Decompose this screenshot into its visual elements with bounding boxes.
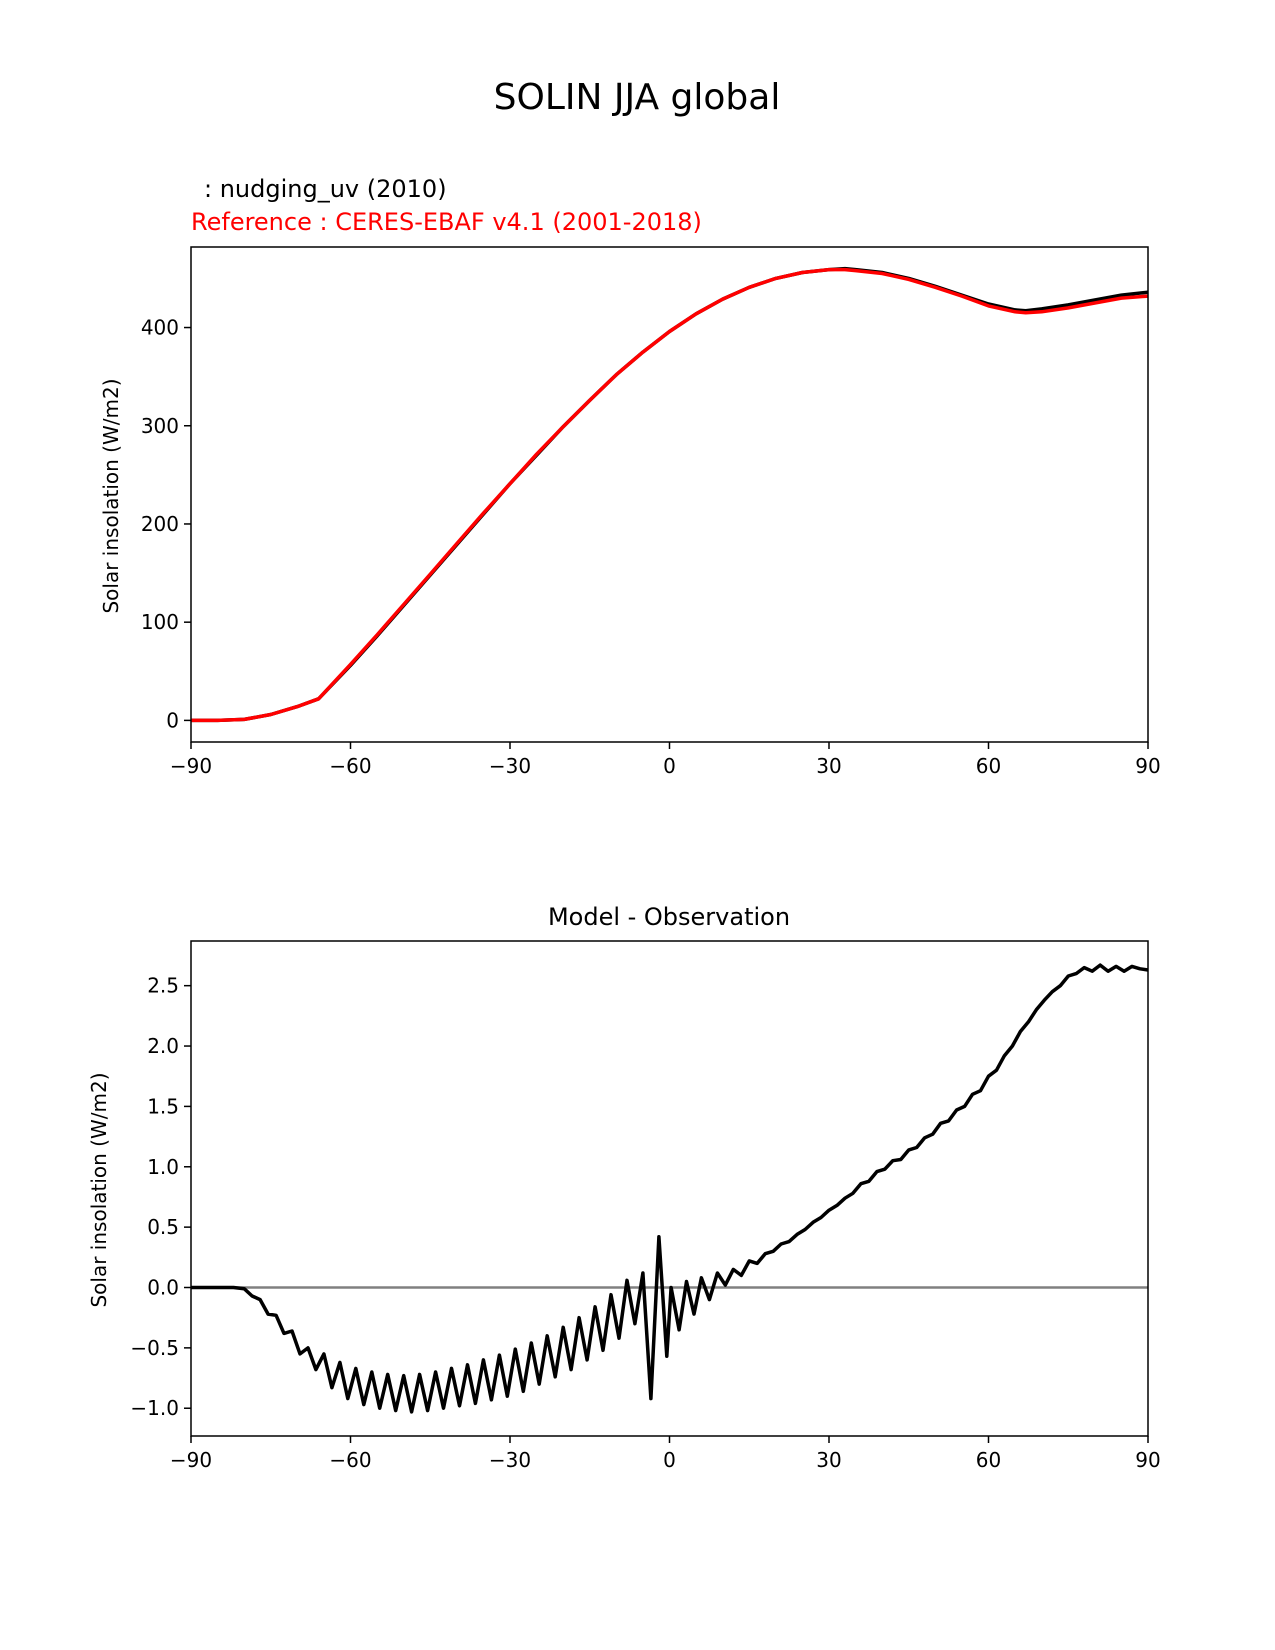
bottom-ytick-label: 2.0 (147, 1034, 179, 1058)
top-xtick-label: 0 (663, 754, 676, 778)
bottom-xtick-label: −90 (170, 1448, 212, 1472)
top-ytick-label: 0 (166, 708, 179, 732)
top-ytick-label: 400 (141, 316, 179, 340)
top-ytick-label: 300 (141, 414, 179, 438)
top-xtick-label: 60 (976, 754, 1001, 778)
top-ytick-label: 200 (141, 512, 179, 536)
top-xtick-label: 90 (1135, 754, 1160, 778)
top-series-line-0 (191, 266, 1149, 723)
bottom-xtick-label: 0 (663, 1448, 676, 1472)
bottom-xtick-label: 30 (816, 1448, 841, 1472)
bottom-xtick-label: 90 (1135, 1448, 1160, 1472)
top-xtick-label: −60 (329, 754, 371, 778)
top-ytick-label: 100 (141, 610, 179, 634)
bottom-title: Model - Observation (548, 903, 790, 931)
top-ylabel: Solar insolation (W/m2) (99, 378, 123, 613)
bottom-ytick-label: −0.5 (130, 1336, 179, 1360)
model-subtitle: : nudging_uv (2010) (204, 175, 447, 203)
bottom-ytick-label: 0.0 (147, 1276, 179, 1300)
bottom-ylabel: Solar insolation (W/m2) (87, 1072, 111, 1307)
top-xtick-label: 30 (816, 754, 841, 778)
top-series-line-1 (191, 267, 1149, 723)
bottom-ytick-label: −1.0 (130, 1396, 179, 1420)
bottom-axes-frame (190, 940, 1149, 1437)
bottom-ytick-label: 2.5 (147, 974, 179, 998)
reference-subtitle: Reference : CERES-EBAF v4.1 (2001-2018) (191, 208, 702, 236)
bottom-ytick-label: 1.0 (147, 1155, 179, 1179)
top-panel: : nudging_uv (2010) Reference : CERES-EB… (99, 175, 1161, 778)
top-xtick-label: −30 (489, 754, 531, 778)
bottom-panel: Model - Observation Solar insolation (W/… (87, 903, 1161, 1472)
top-axes-frame (190, 246, 1149, 743)
bottom-xtick-label: 60 (976, 1448, 1001, 1472)
bottom-series-line-0 (191, 963, 1149, 1414)
top-xtick-label: −90 (170, 754, 212, 778)
bottom-ytick-label: 0.5 (147, 1215, 179, 1239)
bottom-xtick-label: −30 (489, 1448, 531, 1472)
bottom-ytick-label: 1.5 (147, 1094, 179, 1118)
figure-title: SOLIN JJA global (494, 77, 781, 118)
bottom-xtick-label: −60 (329, 1448, 371, 1472)
